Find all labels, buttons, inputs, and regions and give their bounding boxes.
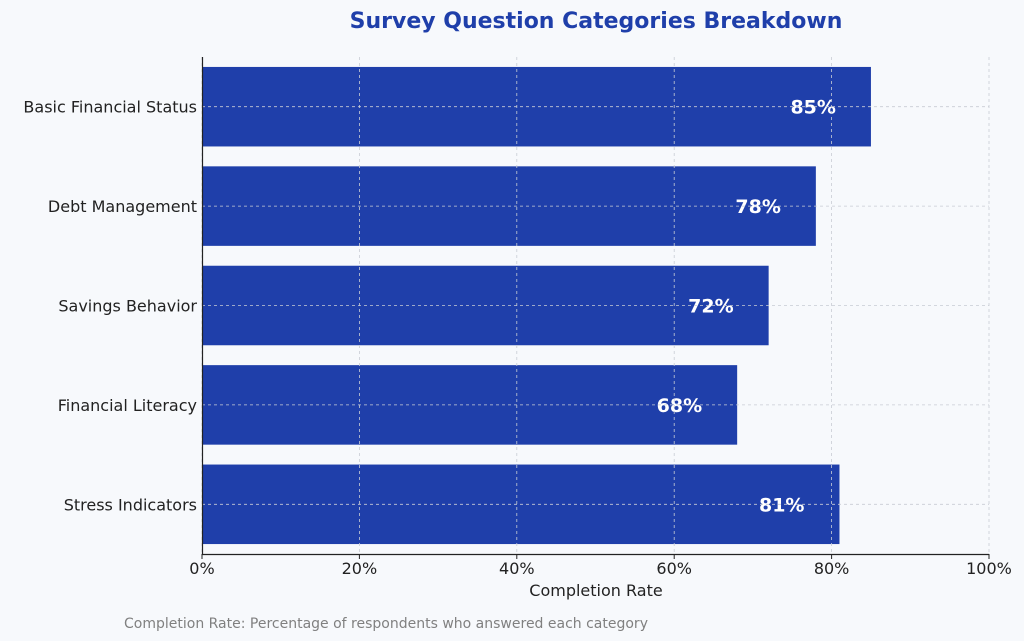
chart-title: Survey Question Categories Breakdown	[350, 9, 843, 34]
bar	[202, 66, 871, 147]
category-label: Financial Literacy	[58, 396, 197, 415]
category-label: Stress Indicators	[64, 495, 197, 514]
bar-value-label: 85%	[790, 97, 835, 119]
category-label: Savings Behavior	[58, 297, 197, 316]
x-tick-label: 0%	[189, 559, 214, 578]
bars: 85% 78% 72% 68% 81%	[202, 66, 871, 545]
x-tick-label: 40%	[499, 559, 535, 578]
x-axis-title: Completion Rate	[529, 581, 662, 600]
bar-value-label: 78%	[735, 196, 780, 218]
x-tick-label: 100%	[966, 559, 1012, 578]
category-label: Debt Management	[48, 197, 197, 216]
bar-value-label: 81%	[759, 494, 804, 516]
footnote: Completion Rate: Percentage of responden…	[124, 616, 648, 632]
x-tick-label: 20%	[342, 559, 378, 578]
x-tick-label: 60%	[656, 559, 692, 578]
x-ticks: 0% 20% 40% 60% 80% 100%	[189, 554, 1012, 578]
x-tick-label: 80%	[814, 559, 850, 578]
category-label: Basic Financial Status	[23, 98, 197, 117]
category-labels: Basic Financial Status Debt Management Sav…	[23, 98, 197, 515]
bar-value-label: 68%	[657, 395, 702, 417]
bar-value-label: 72%	[688, 296, 733, 318]
